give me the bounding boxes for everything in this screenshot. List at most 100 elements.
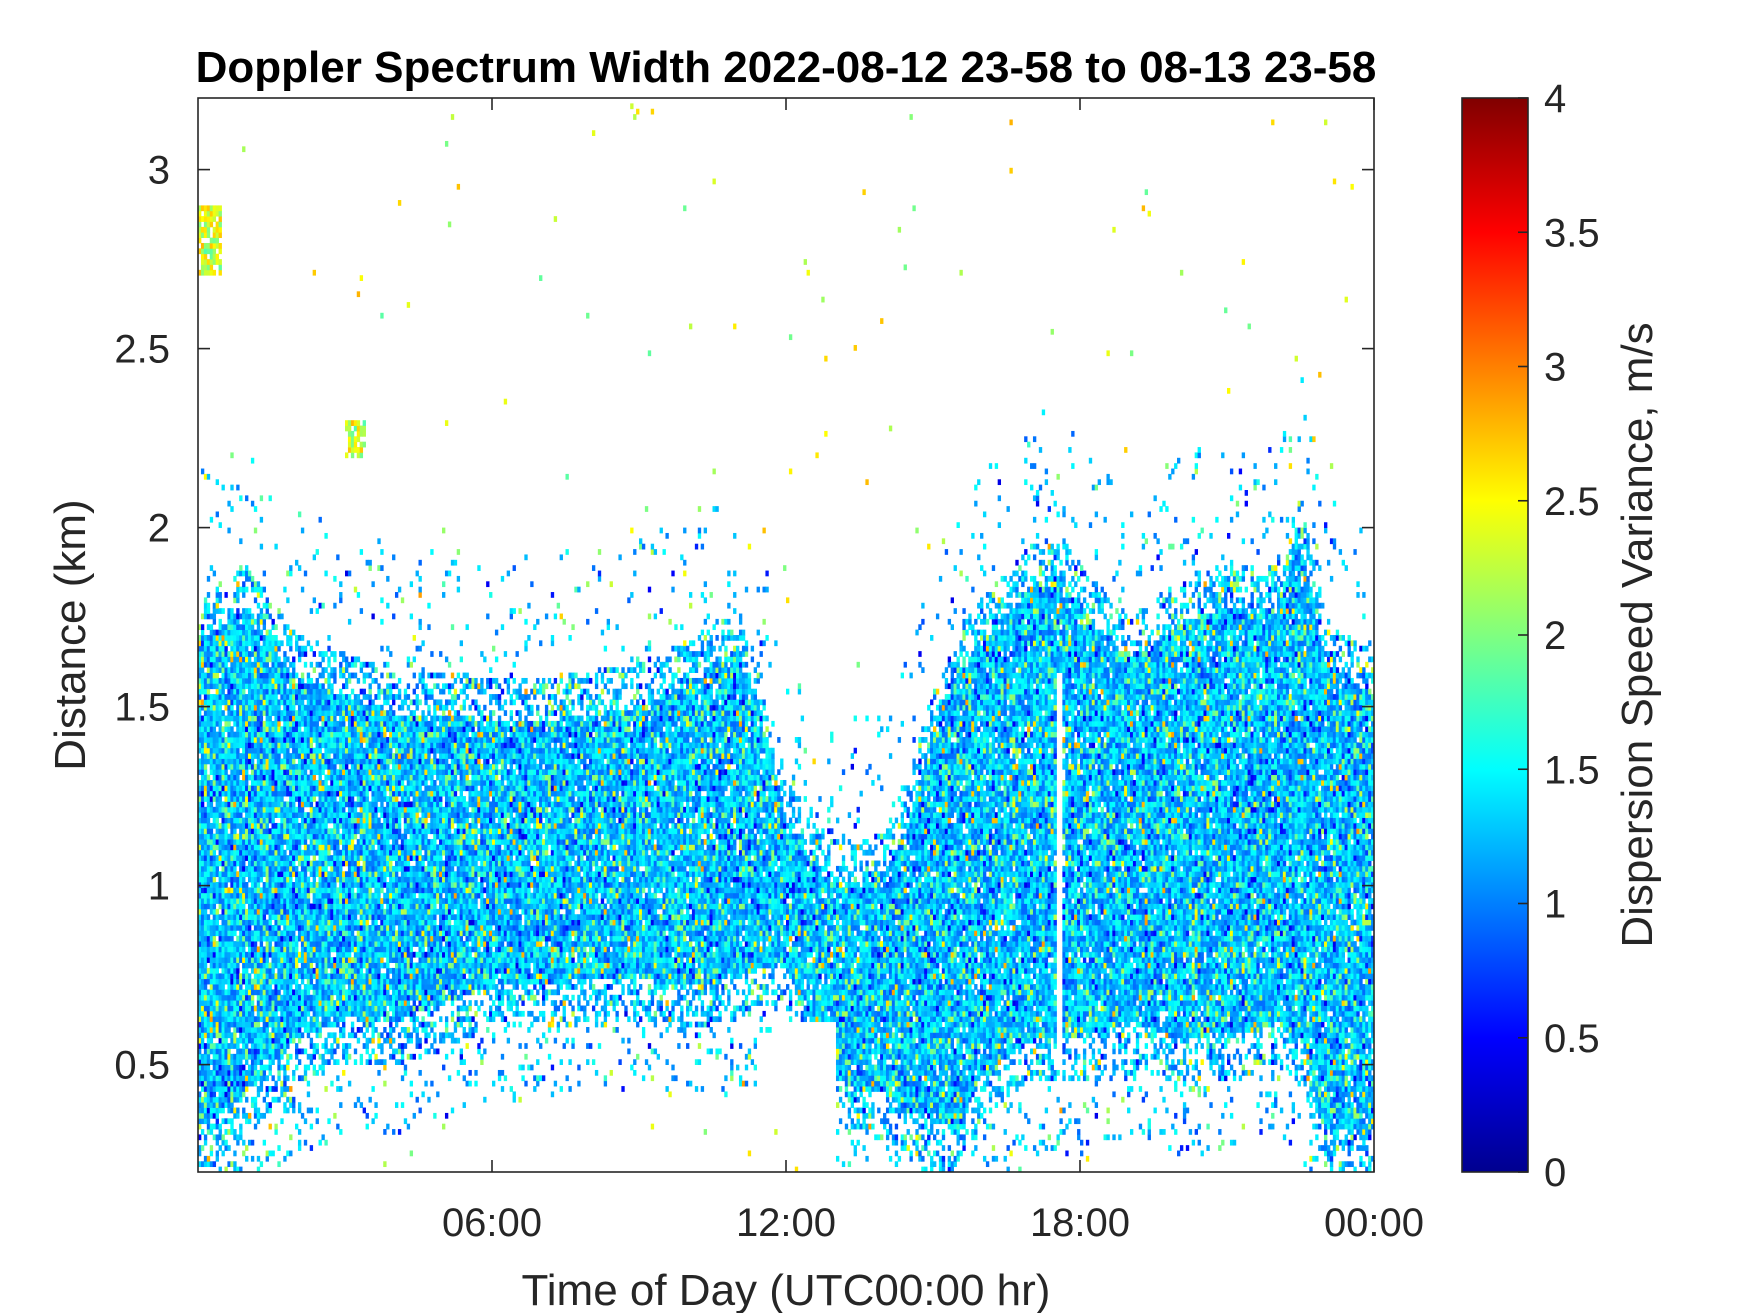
heatmap-cell xyxy=(233,801,236,807)
heatmap-cell xyxy=(263,1006,266,1012)
heatmap-cell xyxy=(283,963,286,969)
heatmap-cell xyxy=(224,1016,227,1022)
heatmap-cell xyxy=(266,646,269,652)
heatmap-cell xyxy=(354,694,357,700)
heatmap-cell xyxy=(357,764,360,770)
heatmap-cell xyxy=(204,211,207,217)
heatmap-cell xyxy=(213,925,216,931)
heatmap-cell xyxy=(260,904,263,910)
heatmap-cell xyxy=(207,753,210,759)
heatmap-cell xyxy=(254,866,257,872)
heatmap-cell xyxy=(248,614,251,620)
heatmap-cell xyxy=(242,571,245,577)
heatmap-cell xyxy=(307,963,310,969)
heatmap-cell xyxy=(327,1059,330,1065)
heatmap-cell xyxy=(298,812,301,818)
heatmap-cell xyxy=(327,957,330,963)
heatmap-cell xyxy=(280,732,283,738)
heatmap-cell xyxy=(242,818,245,824)
heatmap-cell xyxy=(248,818,251,824)
heatmap-cell xyxy=(222,1054,225,1060)
heatmap-cell xyxy=(210,946,213,952)
heatmap-cell xyxy=(213,887,216,893)
heatmap-cell xyxy=(336,920,339,926)
heatmap-cell xyxy=(263,979,266,985)
heatmap-cell xyxy=(242,721,245,727)
heatmap-cell xyxy=(272,673,275,679)
heatmap-cell xyxy=(272,861,275,867)
heatmap-cell xyxy=(304,662,307,668)
heatmap-cell xyxy=(324,1043,327,1049)
heatmap-cell xyxy=(324,1000,327,1006)
heatmap-cell xyxy=(289,1086,292,1092)
heatmap-cell xyxy=(330,759,333,765)
heatmap-cell xyxy=(301,1011,304,1017)
heatmap-cell xyxy=(210,1032,213,1038)
heatmap-cell xyxy=(254,963,257,969)
heatmap-cell xyxy=(360,447,363,453)
heatmap-cell xyxy=(319,1022,322,1028)
heatmap-cell xyxy=(280,716,283,722)
heatmap-cell xyxy=(210,844,213,850)
heatmap-cell xyxy=(301,796,304,802)
heatmap-cell xyxy=(204,764,207,770)
heatmap-cell xyxy=(371,801,374,807)
heatmap-cell xyxy=(245,979,248,985)
heatmap-cell xyxy=(222,662,225,668)
heatmap-cell xyxy=(216,721,219,727)
heatmap-cell xyxy=(298,1102,301,1108)
heatmap-cell xyxy=(351,973,354,979)
heatmap-cell xyxy=(236,683,239,689)
heatmap-cell xyxy=(371,812,374,818)
heatmap-cell xyxy=(207,957,210,963)
heatmap-cell xyxy=(210,909,213,915)
heatmap-cell xyxy=(369,909,372,915)
heatmap-cell xyxy=(248,1000,251,1006)
heatmap-cell xyxy=(227,624,230,630)
heatmap-cell xyxy=(336,1124,339,1130)
heatmap-cell xyxy=(230,1161,233,1167)
heatmap-cell xyxy=(298,861,301,867)
heatmap-cell xyxy=(348,925,351,931)
heatmap-cell xyxy=(224,1032,227,1038)
heatmap-cell xyxy=(204,614,207,620)
heatmap-cell xyxy=(360,608,363,614)
heatmap-cell xyxy=(277,957,280,963)
heatmap-cell xyxy=(260,1048,263,1054)
heatmap-cell xyxy=(289,995,292,1001)
heatmap-cell xyxy=(204,248,207,254)
heatmap-cell xyxy=(298,791,301,797)
heatmap-cell xyxy=(357,979,360,985)
heatmap-cell xyxy=(216,211,219,217)
heatmap-cell xyxy=(295,683,298,689)
heatmap-cell xyxy=(210,893,213,899)
heatmap-cell xyxy=(260,1086,263,1092)
heatmap-cell xyxy=(357,877,360,883)
heatmap-cell xyxy=(366,748,369,754)
heatmap-cell xyxy=(298,1006,301,1012)
heatmap-cell xyxy=(342,930,345,936)
heatmap-cell xyxy=(366,957,369,963)
heatmap-cell xyxy=(304,952,307,958)
heatmap-cell xyxy=(219,619,222,625)
heatmap-cell xyxy=(277,775,280,781)
heatmap-cell xyxy=(354,737,357,743)
heatmap-cell xyxy=(351,1027,354,1033)
heatmap-cell xyxy=(219,264,222,270)
heatmap-cell xyxy=(227,759,230,765)
heatmap-cell xyxy=(263,721,266,727)
heatmap-cell xyxy=(345,930,348,936)
heatmap-cell xyxy=(233,1043,236,1049)
heatmap-cell xyxy=(263,1065,266,1071)
heatmap-cell xyxy=(257,877,260,883)
heatmap-cell xyxy=(201,930,204,936)
heatmap-cell xyxy=(274,780,277,786)
heatmap-cell xyxy=(277,614,280,620)
heatmap-cell xyxy=(210,1038,213,1044)
heatmap-cell xyxy=(333,871,336,877)
heatmap-cell xyxy=(222,936,225,942)
heatmap-cell xyxy=(213,227,216,233)
heatmap-cell xyxy=(219,893,222,899)
heatmap-cell xyxy=(304,968,307,974)
heatmap-cell xyxy=(274,952,277,958)
